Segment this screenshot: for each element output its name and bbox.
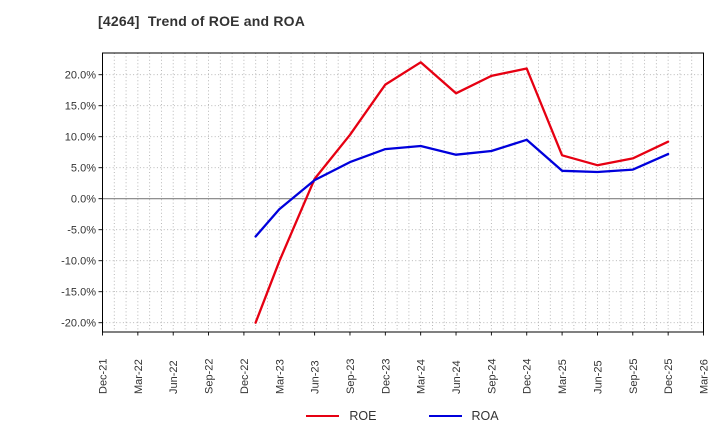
legend: ROE ROA [102,405,703,427]
legend-roa-label: ROA [471,409,499,423]
x-tick-label: Dec-22 [239,359,251,394]
x-tick-label: Sep-24 [486,359,498,394]
legend-roa-line-swatch [428,415,462,417]
y-tick-label: 0.0% [71,194,96,206]
y-tick-label: -5.0% [67,225,96,237]
x-tick-label: Mar-24 [416,359,428,394]
legend-roe-line-swatch [306,415,340,417]
x-tick-label: Sep-22 [204,359,216,394]
x-tick-label: Jun-24 [451,360,463,394]
x-tick-label: Mar-22 [133,359,145,394]
legend-roe-label: ROE [349,409,377,423]
x-tick-label: Dec-24 [522,359,534,394]
x-tick-label: Mar-25 [557,359,569,394]
x-tick-label: Jun-22 [168,360,180,394]
x-tick-label: Mar-26 [699,359,711,394]
y-tick-label: 20.0% [65,70,96,82]
x-tick-label: Sep-25 [628,359,640,394]
x-tick-label: Sep-23 [345,359,357,394]
y-tick-label: -20.0% [61,318,96,330]
legend-entry-roe: ROE [306,409,377,423]
y-tick-label: 15.0% [65,101,96,113]
y-tick-label: 5.0% [71,163,96,175]
series-line-roe [254,61,670,324]
x-tick-label: Dec-23 [380,359,392,394]
x-tick-label: Dec-21 [98,359,110,394]
x-tick-label: Jun-23 [310,360,322,394]
y-tick-label: -10.0% [61,256,96,268]
series-line-roa [254,138,670,238]
y-tick-label: -15.0% [61,287,96,299]
x-tick-label: Dec-25 [663,359,675,394]
plot-border [102,52,704,333]
x-tick-label: Mar-23 [274,359,286,394]
chart-title: [4264] Trend of ROE and ROA [98,13,306,29]
legend-entry-roa: ROA [428,409,499,423]
x-tick-label: Jun-25 [592,360,604,394]
y-tick-label: 10.0% [65,132,96,144]
